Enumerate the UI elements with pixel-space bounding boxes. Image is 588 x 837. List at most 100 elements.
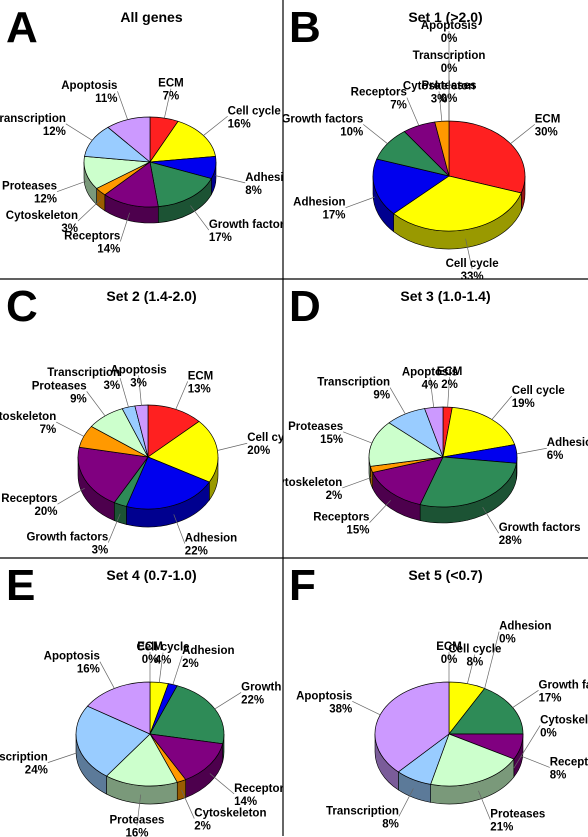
slice-label-ecm: ECM [437, 366, 463, 378]
pie-slice-cell-cycle [442, 407, 516, 458]
slice-value-growth-factors: 10% [340, 126, 363, 138]
panel-letter: B [289, 3, 321, 52]
slice-value-ecm: 0% [441, 654, 458, 666]
panel-letter: F [289, 561, 316, 610]
slice-value-transcription: 8% [382, 818, 399, 830]
leader-line [77, 199, 101, 222]
slice-value-apoptosis: 3% [130, 377, 147, 389]
pie-top [83, 116, 217, 208]
panel-d: D Set 3 (1.0-1.4) ECM 2% Cell cycle 19% Adhesi… [283, 279, 588, 558]
leader-line [56, 180, 87, 192]
leader-line [164, 88, 172, 119]
leader-line [406, 97, 420, 126]
slice-value-adhesion: 0% [499, 634, 516, 646]
slice-label-apoptosis: Apoptosis [296, 690, 352, 702]
pie-top [75, 681, 225, 787]
pie-slice-cell-cycle [147, 420, 219, 483]
leader-line [398, 788, 414, 817]
pie-top [368, 406, 518, 508]
slice-value-cytoskeleton: 2% [194, 821, 211, 833]
slice-label-apoptosis: Apoptosis [402, 367, 458, 379]
leader-line [57, 487, 85, 505]
leader-line [65, 123, 93, 141]
leader-line [482, 507, 500, 534]
pie-slice-apoptosis [374, 681, 450, 773]
slice-label-cytoskeleton: Cytoskeleton [403, 80, 475, 92]
leader-line [138, 375, 142, 406]
slice-label-receptors: Receptors [313, 512, 369, 524]
pie-slice-apoptosis [107, 116, 151, 163]
pie-top [374, 681, 524, 787]
chart-title: Set 2 (1.4-2.0) [106, 288, 196, 304]
slice-value-transcription: 24% [25, 765, 48, 777]
slice-value-ecm: 13% [188, 383, 211, 395]
slice-value-receptors: 14% [234, 796, 257, 808]
panel-letter: D [289, 282, 321, 331]
leader-line [478, 790, 491, 820]
slice-value-apoptosis: 4% [422, 380, 439, 392]
slice-label-growth-factors: Growth factors [26, 532, 108, 544]
slice-value-ecm: 30% [535, 126, 558, 138]
slice-label-cell-cycle: Cell cycle [136, 642, 189, 654]
leader-line [175, 381, 189, 410]
leader-line [86, 391, 106, 417]
slice-value-cytoskeleton: 2% [326, 490, 343, 502]
pie-slice-receptors [77, 446, 149, 503]
slice-label-receptors: Receptors [1, 493, 57, 505]
slice-value-receptors: 8% [550, 769, 567, 781]
slice-value-proteases: 16% [125, 827, 148, 837]
slice-value-adhesion: 2% [182, 658, 199, 670]
leader-line [203, 115, 228, 136]
slice-label-growth-factors: Growth factors [241, 681, 283, 693]
chart-title: Set 4 (0.7-1.0) [106, 567, 196, 583]
slice-label-ecm: ECM [188, 370, 214, 382]
leader-line [107, 513, 121, 543]
slice-value-adhesion: 22% [185, 546, 208, 558]
pie-slice-proteases [105, 733, 178, 787]
slice-label-receptors: Receptors [351, 87, 407, 99]
leader-line [209, 773, 235, 795]
leader-line [465, 238, 473, 270]
slice-value-growth-factors: 28% [499, 535, 522, 547]
pie-slice-receptors [149, 733, 224, 780]
slice-value-growth-factors: 3% [92, 545, 109, 557]
leader-line [491, 395, 513, 420]
pie-slice-transcription [75, 705, 151, 777]
slice-label-ecm: ECM [535, 113, 561, 125]
slice-label-transcription: Transcription [0, 752, 48, 764]
slice-label-ecm: ECM [436, 641, 462, 653]
slice-value-cytoskeleton: 7% [40, 424, 57, 436]
slice-value-receptors: 7% [390, 100, 407, 112]
leader-line [345, 196, 375, 208]
slice-label-adhesion: Adhesion [293, 197, 345, 209]
slice-label-proteases: Proteases [2, 181, 57, 193]
panel-b: B Set 1 (>2.0) ECM 30% Cell cycle 33% Adhesion… [283, 0, 588, 279]
pie-slice-ecm [147, 404, 200, 458]
slice-label-apoptosis: Apoptosis [421, 20, 477, 32]
leader-line [512, 690, 539, 708]
slice-value-cell-cycle: 8% [467, 656, 484, 668]
slice-label-cell-cycle: Cell cycle [448, 643, 501, 655]
slice-label-receptors: Receptors [234, 783, 283, 795]
slice-label-growth-factors: Growth factors [539, 679, 588, 691]
slice-value-proteases: 9% [70, 393, 87, 405]
leader-line [217, 442, 248, 451]
leader-line [99, 661, 115, 689]
slice-value-adhesion: 6% [547, 450, 564, 462]
panel-letter: A [6, 3, 38, 52]
slice-value-cytoskeleton: 3% [61, 223, 78, 235]
slice-label-ecm: ECM [158, 78, 184, 90]
slice-label-receptors: Receptors [64, 231, 120, 243]
pie-slice-proteases [368, 422, 445, 467]
slice-value-cell-cycle: 19% [512, 398, 535, 410]
slice-value-apoptosis: 11% [95, 93, 117, 105]
slice-value-ecm: 0% [142, 654, 159, 666]
slice-value-cell-cycle: 4% [155, 655, 172, 667]
